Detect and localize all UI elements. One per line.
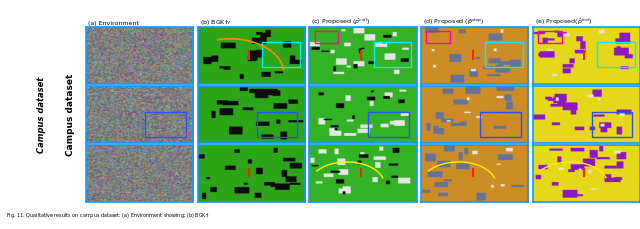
Bar [485,42,523,67]
Text: (a) Environment: (a) Environment [88,21,139,26]
Text: (d) Proposed $(\hat{p}^{step})$: (d) Proposed $(\hat{p}^{step})$ [423,18,485,27]
Bar [480,112,521,137]
Text: (b) BGK$\dagger_f$: (b) BGK$\dagger_f$ [200,19,231,27]
Bar [374,42,412,67]
Bar [262,42,300,67]
Bar [369,112,409,137]
Bar [538,31,562,43]
Text: Fig. 11: Qualitative results on campus dataset: (a) Environment showing; (b) BGK: Fig. 11: Qualitative results on campus d… [6,211,210,220]
Bar [426,31,450,43]
Text: (c) Proposed $(\hat{p}^{coll})$: (c) Proposed $(\hat{p}^{coll})$ [312,17,371,27]
Text: (e) Proposed$(\hat{p}^{incl})$: (e) Proposed$(\hat{p}^{incl})$ [535,17,593,27]
Bar [597,42,635,67]
Bar [145,112,186,137]
Text: Campus dataset: Campus dataset [66,73,75,156]
Text: Campus dataset: Campus dataset [37,76,46,153]
Bar [315,31,339,43]
Bar [257,112,298,137]
Bar [592,112,632,137]
